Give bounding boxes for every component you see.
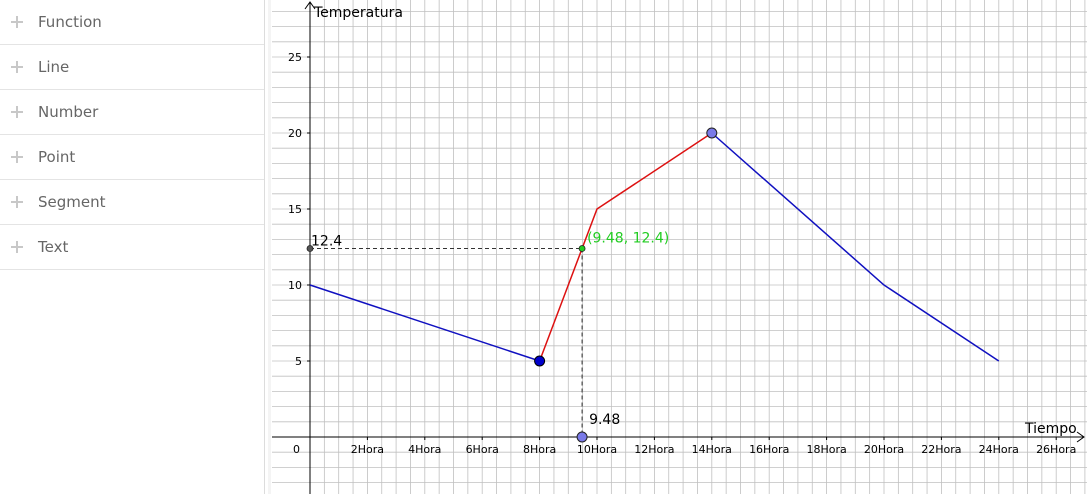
guide-lines <box>310 248 583 437</box>
expand-plus-icon[interactable] <box>10 150 24 164</box>
data-point[interactable] <box>306 245 314 252</box>
x-axis-label: Tiempo <box>1024 421 1077 437</box>
category-text[interactable]: Text <box>0 225 264 270</box>
y-tick-label: 10 <box>288 279 302 292</box>
tick-labels: 2Hora 4Hora 6Hora 8Hora 10Hora 12Hora 14Hora 16… <box>288 51 1076 456</box>
x-tick-label: 24Hora <box>979 443 1019 456</box>
x-tick-label: 2Hora <box>351 443 384 456</box>
series-line[interactable] <box>309 284 540 362</box>
panel-divider[interactable] <box>268 0 271 494</box>
data-point[interactable] <box>578 245 586 252</box>
category-point[interactable]: Point <box>0 135 264 180</box>
y-value-label: 12.4 <box>311 234 342 250</box>
series-lines[interactable] <box>309 132 1000 362</box>
x-tick-label: 12Hora <box>634 443 674 456</box>
x-tick-label: 4Hora <box>408 443 441 456</box>
x-tick-label: 20Hora <box>864 443 904 456</box>
y-tick-label: 20 <box>288 127 302 140</box>
y-axis-arrow-icon <box>304 1 316 10</box>
graph-canvas[interactable]: Tiempo Temperatura 2Hora 4Hora 6Hora 8Hora 10… <box>272 0 1087 494</box>
graphics-view[interactable]: Tiempo Temperatura 2Hora 4Hora 6Hora 8Hora 10… <box>272 0 1087 494</box>
data-point[interactable] <box>576 431 588 443</box>
y-tick-label: 15 <box>288 203 302 216</box>
series-line[interactable] <box>711 132 1000 362</box>
category-segment[interactable]: Segment <box>0 180 264 225</box>
x-tick-label: 14Hora <box>692 443 732 456</box>
origin-label: 0 <box>293 443 300 456</box>
expand-plus-icon[interactable] <box>10 15 24 29</box>
category-label: Text <box>38 238 69 256</box>
x-axis-arrow-icon <box>1076 431 1085 443</box>
category-label: Number <box>38 103 99 121</box>
category-label: Segment <box>38 193 106 211</box>
expand-plus-icon[interactable] <box>10 195 24 209</box>
x-tick-label: 26Hora <box>1036 443 1076 456</box>
x-tick-label: 22Hora <box>921 443 961 456</box>
axes: Tiempo Temperatura <box>272 1 1085 494</box>
data-point[interactable] <box>534 355 546 367</box>
category-label: Point <box>38 148 76 166</box>
point-coordinate-label: (9.48, 12.4) <box>587 231 669 247</box>
x-tick-label: 8Hora <box>523 443 556 456</box>
series-line[interactable] <box>538 132 713 362</box>
grid <box>272 0 1087 494</box>
y-tick-label: 5 <box>295 355 302 368</box>
category-function[interactable]: Function <box>0 0 264 45</box>
category-number[interactable]: Number <box>0 90 264 135</box>
y-axis-label: Temperatura <box>313 5 403 21</box>
x-tick-label: 16Hora <box>749 443 789 456</box>
category-label: Line <box>38 58 70 76</box>
x-tick-label: 6Hora <box>466 443 499 456</box>
expand-plus-icon[interactable] <box>10 105 24 119</box>
x-tick-label: 18Hora <box>806 443 846 456</box>
annotation-labels: (9.48, 12.4) 9.48 12.4 <box>311 231 669 428</box>
expand-plus-icon[interactable] <box>10 240 24 254</box>
data-point[interactable] <box>706 127 718 139</box>
x-value-label: 9.48 <box>589 412 620 428</box>
algebra-sidebar: Function Line Number Point Segment Text <box>0 0 265 494</box>
x-tick-label: 10Hora <box>577 443 617 456</box>
category-line[interactable]: Line <box>0 45 264 90</box>
points[interactable] <box>306 127 718 443</box>
y-tick-label: 25 <box>288 51 302 64</box>
category-label: Function <box>38 13 102 31</box>
expand-plus-icon[interactable] <box>10 60 24 74</box>
